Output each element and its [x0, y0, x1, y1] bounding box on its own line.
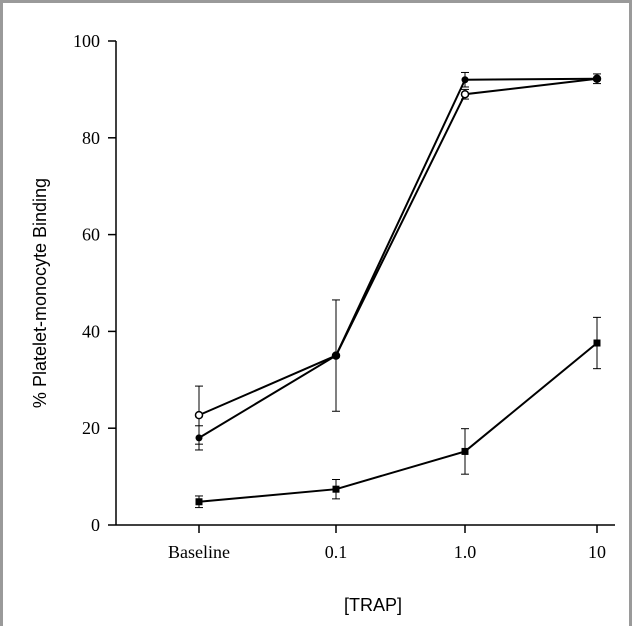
- series-2-line: [198, 342, 598, 503]
- y-ticks: 0 20 40 60 80 100: [73, 31, 116, 535]
- series-1-point-2: [461, 76, 469, 84]
- series-2: [195, 316, 601, 509]
- y-tick-label-40: 40: [82, 321, 100, 341]
- x-ticks: Baseline 0.1 1.0 10: [168, 525, 606, 562]
- y-tick-label-0: 0: [91, 515, 100, 535]
- series-1-line: [198, 77, 598, 439]
- x-tick-label-0: Baseline: [168, 542, 230, 562]
- y-tick-label-80: 80: [82, 128, 100, 148]
- series-1: [195, 71, 601, 451]
- series-1-point-3: [593, 75, 601, 83]
- series-0-point-0: [194, 410, 204, 420]
- y-axis-title: % Platelet-monocyte Binding: [30, 178, 50, 408]
- series-2-point-1: [332, 485, 340, 493]
- series-2-point-2: [461, 447, 469, 455]
- x-axis-title: [TRAP]: [344, 595, 402, 615]
- y-tick-label-100: 100: [73, 31, 100, 51]
- series-2-point-0: [195, 498, 203, 506]
- series-0-point-2: [460, 89, 470, 99]
- series-1-point-0: [195, 434, 203, 442]
- series-0-line: [198, 77, 598, 417]
- y-tick-label-20: 20: [82, 418, 100, 438]
- y-tick-label-60: 60: [82, 225, 100, 245]
- series-1-point-1: [332, 352, 340, 360]
- series-layer: [194, 71, 602, 509]
- x-tick-label-3: 10: [588, 542, 606, 562]
- line-chart: 0 20 40 60 80 100 Baseline 0.1 1.0 10 [TRAP] % P…: [30, 31, 615, 615]
- series-2-point-3: [593, 339, 601, 347]
- x-tick-label-2: 1.0: [454, 542, 477, 562]
- x-tick-label-1: 0.1: [325, 542, 348, 562]
